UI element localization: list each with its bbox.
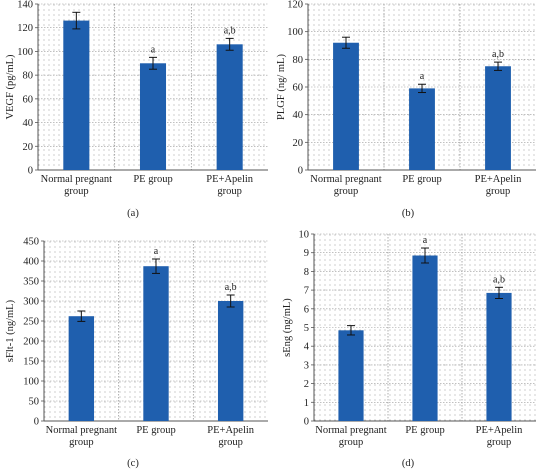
y-tick-label: 4 — [304, 342, 310, 353]
x-category-label: PE+Apelin — [207, 425, 255, 436]
y-tick-label: 0 — [34, 417, 39, 428]
y-tick-label: 10 — [299, 230, 310, 241]
y-tick-label: 6 — [304, 304, 309, 315]
significance-label: a,b — [225, 282, 237, 293]
y-tick-label: 1 — [304, 398, 309, 409]
bar — [409, 88, 435, 170]
bar — [143, 266, 169, 421]
panel-label: (a) — [127, 208, 139, 219]
significance-label: a,b — [224, 25, 236, 36]
panel-label: (b) — [402, 208, 415, 219]
y-tick-label: 150 — [23, 357, 39, 368]
y-tick-label: 60 — [293, 83, 304, 94]
chart-panel-a: 0 20 40 60 80 100 120 140 VEGF (pg/mL) Normal pre… — [5, 0, 268, 219]
chart-panel-c: 0 50 100 150 200 250 300 350 400 450 sFlt-1 (ng/mL… — [5, 237, 268, 469]
y-tick-label: 140 — [17, 0, 33, 11]
bar — [412, 255, 438, 421]
x-category-label: group — [218, 437, 243, 448]
y-tick-label: 100 — [287, 27, 303, 38]
y-tick-label: 120 — [287, 0, 303, 11]
x-category-label: PE group — [133, 174, 172, 185]
y-tick-label: 450 — [23, 237, 39, 248]
y-axis-label: PLGF (ng/ mL) — [276, 54, 287, 120]
x-category-label: PE+Apelin — [475, 174, 523, 185]
y-tick-label: 250 — [23, 317, 39, 328]
bar — [217, 301, 244, 421]
y-tick-label: 5 — [304, 323, 309, 334]
bar — [68, 316, 95, 421]
bar — [485, 66, 511, 170]
y-tick-label: 80 — [293, 55, 304, 66]
y-tick-label: 40 — [293, 110, 304, 121]
y-tick-label: 9 — [304, 248, 309, 259]
y-axis-label: VEGF (pg/mL) — [5, 54, 16, 120]
y-tick-label: 60 — [23, 94, 34, 105]
x-category-label: group — [217, 186, 242, 197]
x-category-label: PE group — [405, 425, 444, 436]
x-category-label: group — [64, 186, 89, 197]
bar — [216, 44, 243, 170]
x-category-label: Normal pregnant — [46, 425, 118, 436]
significance-label: a — [151, 44, 156, 55]
bar — [338, 330, 364, 421]
y-tick-label: 7 — [304, 286, 309, 297]
y-tick-label: 200 — [23, 337, 39, 348]
x-category-label: group — [487, 437, 512, 448]
y-tick-label: 50 — [29, 397, 40, 408]
y-tick-label: 400 — [23, 257, 39, 268]
chart-panel-b: 0 20 40 60 80 100 120 PLGF (ng/ mL) Normal pregn… — [276, 0, 536, 219]
x-category-label: group — [339, 437, 364, 448]
significance-label: a,b — [492, 49, 504, 60]
y-tick-label: 0 — [304, 417, 309, 428]
panel-label: (d) — [402, 458, 415, 469]
panel-label: (c) — [127, 458, 139, 469]
x-category-label: PE+Apelin — [476, 425, 524, 436]
x-category-label: PE+Apelin — [206, 174, 254, 185]
y-tick-label: 0 — [298, 166, 303, 177]
x-category-label: group — [69, 437, 94, 448]
x-category-label: PE group — [402, 174, 441, 185]
y-axis-label: sFlt-1 (ng/mL) — [5, 299, 16, 362]
significance-label: a — [423, 235, 428, 246]
x-category-label: PE group — [136, 425, 175, 436]
y-tick-label: 120 — [17, 23, 33, 34]
y-tick-label: 40 — [23, 118, 34, 129]
y-tick-label: 3 — [304, 360, 309, 371]
y-tick-label: 80 — [23, 71, 34, 82]
x-category-label: Normal pregnant — [41, 174, 113, 185]
y-tick-label: 8 — [304, 267, 309, 278]
y-tick-label: 2 — [304, 379, 309, 390]
y-axis-label: sEng (ng/mL) — [282, 298, 293, 357]
x-category-label: Normal pregnant — [310, 174, 382, 185]
bar — [486, 292, 512, 421]
bar — [333, 42, 359, 170]
x-category-label: group — [334, 186, 359, 197]
x-category-label: group — [486, 186, 511, 197]
bar — [139, 63, 167, 170]
significance-label: a — [420, 71, 425, 82]
y-tick-label: 100 — [23, 377, 39, 388]
significance-label: a — [154, 246, 159, 257]
x-category-label: Normal pregnant — [315, 425, 387, 436]
y-tick-label: 100 — [17, 47, 33, 58]
y-tick-label: 300 — [23, 297, 39, 308]
y-tick-label: 20 — [293, 138, 304, 149]
y-tick-label: 350 — [23, 277, 39, 288]
significance-label: a,b — [493, 274, 505, 285]
bar — [63, 20, 90, 170]
y-tick-label: 20 — [23, 142, 34, 153]
y-tick-label: 0 — [28, 166, 33, 177]
